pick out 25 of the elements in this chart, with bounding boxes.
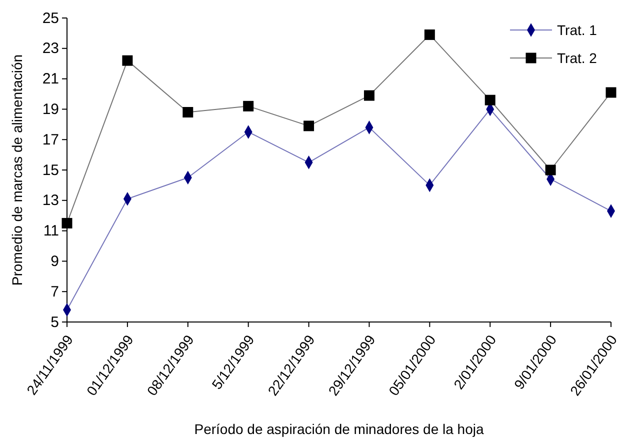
y-tick-label: 17: [42, 131, 59, 148]
x-axis-title: Período de aspiración de minadores de la hoja: [194, 421, 484, 437]
point: [62, 218, 72, 228]
y-tick-label: 21: [42, 70, 59, 88]
point: [304, 120, 314, 132]
y-tick-label: 19: [42, 101, 59, 118]
y-tick-label: 7: [50, 283, 59, 300]
y-tick-label: 23: [42, 40, 59, 58]
point: [122, 55, 133, 66]
y-tick-label: 9: [50, 253, 59, 270]
point: [364, 90, 374, 101]
legend-label: Trat. 2: [557, 50, 598, 66]
y-tick-label: 13: [42, 192, 59, 210]
legend-label: Trat. 1: [557, 22, 598, 38]
y-tick-label: 15: [42, 162, 59, 179]
y-axis-title: Promedio de marcas de alimentación: [9, 54, 25, 286]
y-tick-label: 5: [50, 314, 59, 331]
point: [243, 100, 254, 112]
point: [182, 106, 194, 118]
point: [545, 164, 556, 176]
point: [606, 87, 616, 98]
point: [424, 29, 435, 40]
point: [484, 94, 496, 106]
y-tick-label: 11: [43, 222, 59, 240]
y-tick-label: 25: [42, 10, 59, 27]
